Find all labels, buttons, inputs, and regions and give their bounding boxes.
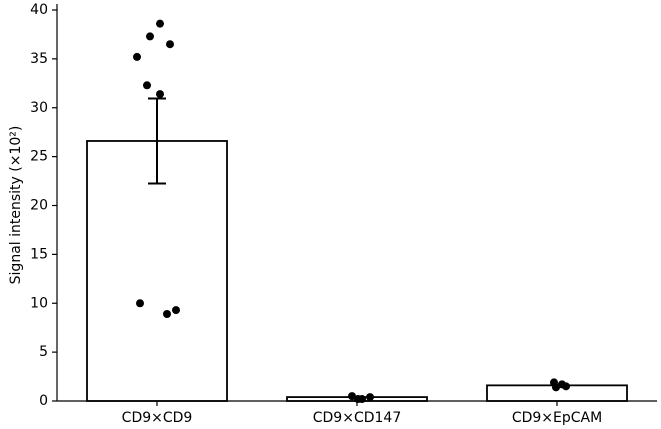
data-point <box>552 383 560 392</box>
y-tick-label: 40 <box>30 2 48 18</box>
y-tick-label: 5 <box>39 344 48 360</box>
data-point <box>172 306 180 315</box>
error-bar <box>148 97 166 185</box>
data-point <box>358 395 366 404</box>
data-point <box>366 393 374 402</box>
y-tick-label: 30 <box>30 100 48 116</box>
data-point <box>146 32 154 41</box>
y-tick-label: 35 <box>30 51 48 67</box>
y-tick-label: 0 <box>39 393 48 409</box>
data-point <box>166 40 174 49</box>
data-point <box>133 52 141 61</box>
y-tick-label: 25 <box>30 149 48 165</box>
y-tick-label: 15 <box>30 246 48 262</box>
y-tick-label: 20 <box>30 198 48 214</box>
data-point <box>558 380 566 389</box>
data-point <box>136 299 144 308</box>
data-point <box>348 392 356 401</box>
x-tick-label: CD9×CD9 <box>122 410 193 426</box>
data-point <box>163 310 171 319</box>
y-axis-label: Signal intensity (×10²) <box>8 126 24 285</box>
data-point <box>156 19 164 28</box>
data-point <box>143 81 151 90</box>
data-point <box>156 90 164 99</box>
x-tick-label: CD9×CD147 <box>313 410 401 426</box>
y-tick-label: 10 <box>30 295 48 311</box>
x-tick-label: CD9×EpCAM <box>512 410 602 426</box>
